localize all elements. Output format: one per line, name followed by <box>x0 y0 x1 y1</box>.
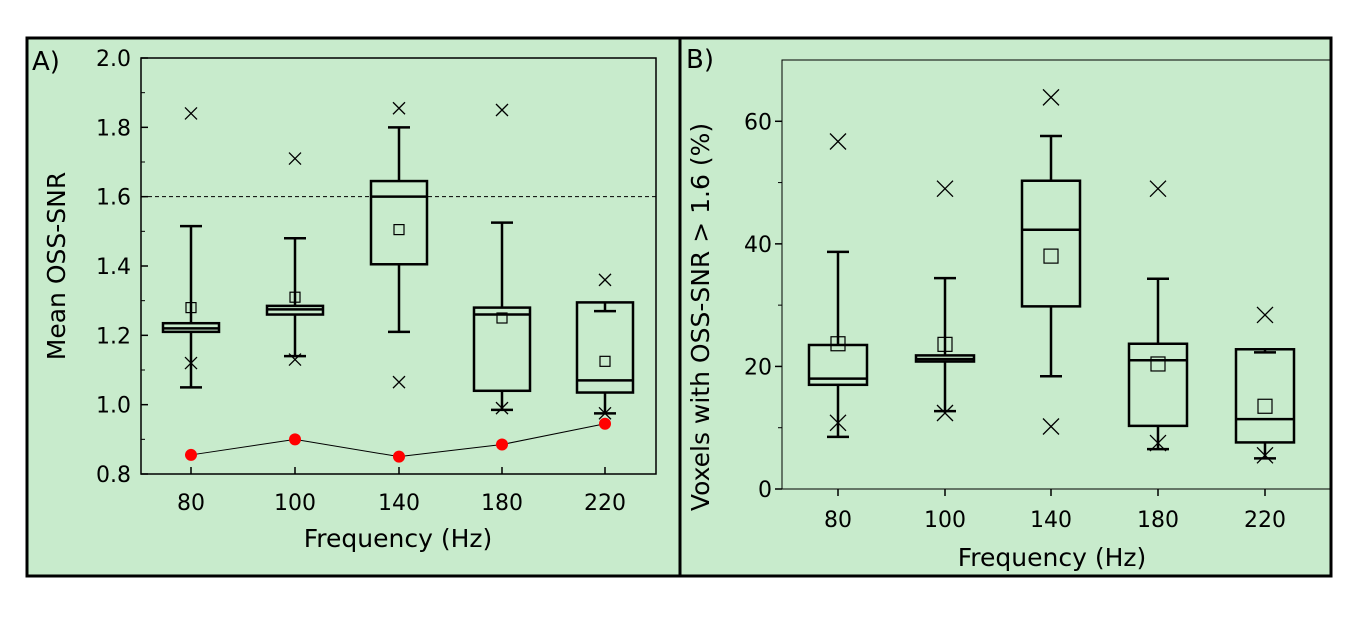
panel-a-y-tick-label: 1.2 <box>96 324 131 349</box>
panel-b-outlier-marker <box>829 133 847 150</box>
panel-a-y-tick-label: 1.8 <box>96 116 131 141</box>
panel-a-x-tick-label: 140 <box>378 491 420 516</box>
panel-a-x-tick-label: 100 <box>274 491 316 516</box>
panel-b-y-tick-label: 40 <box>744 233 772 258</box>
panel-b-plot-frame <box>781 59 1332 490</box>
panel-a-x-tick-label: 180 <box>481 491 523 516</box>
panel-a-outlier-marker <box>184 356 198 370</box>
panel-b-outlier-marker <box>1256 306 1274 324</box>
panel-a-y-tick-label: 1.4 <box>96 255 131 280</box>
panel-a-red-series-point <box>599 417 611 430</box>
panel-a-x-tick-label: 80 <box>177 491 205 516</box>
panel-b-label: B) <box>686 45 714 75</box>
panel-b-x-tick-label: 220 <box>1244 508 1286 533</box>
panel-b-x-axis-title: Frequency (Hz) <box>958 543 1147 572</box>
panel-a-outlier-marker <box>598 273 612 287</box>
plot-b: 0 20 40 60 80 100 140 180 220 <box>744 59 1332 533</box>
panel-a-x-tick-label: 220 <box>584 491 626 516</box>
panel-b-outlier-marker <box>936 404 954 422</box>
panel-a-outlier-marker <box>392 375 406 389</box>
panel-a-y-axis-title: Mean OSS-SNR <box>42 172 71 360</box>
panel-b-x-tick-label: 140 <box>1030 508 1072 533</box>
panel-b-mean-marker <box>1257 398 1273 414</box>
panel-b-x-tick-label: 180 <box>1137 508 1179 533</box>
panel-b-box <box>1020 179 1082 308</box>
panel-b-mean-marker <box>830 336 846 352</box>
panel-a-red-series-point <box>496 438 508 451</box>
plot-a: 0.8 1.0 1.2 1.4 1.6 1.8 2.0 80 100 140 180 220 <box>96 47 657 516</box>
panel-a-label: A) <box>32 47 60 77</box>
panel-a-outlier-marker <box>288 353 302 367</box>
panel-b-mean-marker <box>1150 356 1166 372</box>
panel-a-outlier-marker <box>392 101 406 115</box>
panel-a-outlier-marker <box>288 152 302 165</box>
panel-a-outlier-marker <box>495 103 509 117</box>
panel-a-mean-marker <box>185 302 197 314</box>
panel-a-mean-marker <box>289 291 301 303</box>
panel-b-outlier-marker <box>1256 446 1274 464</box>
panel-b-background <box>678 36 1333 578</box>
panel-a-mean-marker <box>599 355 611 367</box>
panel-b-x-tick-label: 100 <box>924 508 966 533</box>
panel-a-x-axis-title: Frequency (Hz) <box>304 524 493 553</box>
panel-b-mean-marker <box>1043 248 1059 264</box>
panel-b-box <box>807 343 869 387</box>
panel-b-y-tick-label: 60 <box>744 110 772 135</box>
panel-b-mean-marker <box>937 336 953 352</box>
panel-b-y-tick-label: 20 <box>744 355 772 380</box>
panel-b-y-axis-title: Voxels with OSS-SNR > 1.6 (%) <box>686 123 715 511</box>
panel-b-box <box>1127 342 1189 428</box>
panel-b-outlier-marker <box>1042 88 1060 106</box>
panel-b-outlier-marker <box>1042 418 1060 435</box>
panel-a-box <box>472 306 532 393</box>
panel-a-y-tick-label: 1.0 <box>96 394 131 419</box>
panel-b-outlier-marker <box>1149 434 1167 452</box>
panel-b-outlier-marker <box>829 414 847 432</box>
panel-b-outlier-marker <box>936 180 954 198</box>
panel-a-red-series-point <box>393 450 405 463</box>
panel-a-y-tick-label: 2.0 <box>96 47 131 72</box>
panel-a-mean-marker <box>393 224 405 236</box>
panel-a-outlier-marker <box>495 401 509 415</box>
panel-a-red-series-point <box>289 433 301 446</box>
panel-a-red-series-point <box>185 448 197 461</box>
panel-a-mean-marker <box>496 312 508 324</box>
panel-a-box <box>575 301 635 394</box>
panel-a-background <box>25 36 682 578</box>
panel-a-box <box>369 179 429 266</box>
panel-a-y-tick-label: 0.8 <box>96 463 131 488</box>
panel-a-outlier-marker <box>184 107 198 120</box>
panel-b-x-tick-label: 80 <box>824 508 852 533</box>
panel-b-outlier-marker <box>1149 180 1167 198</box>
panel-a-outlier-marker <box>598 406 612 420</box>
panel-b-box <box>1234 348 1296 444</box>
panel-b-y-tick-label: 0 <box>758 478 772 503</box>
panel-a-y-tick-label: 1.6 <box>96 186 131 211</box>
